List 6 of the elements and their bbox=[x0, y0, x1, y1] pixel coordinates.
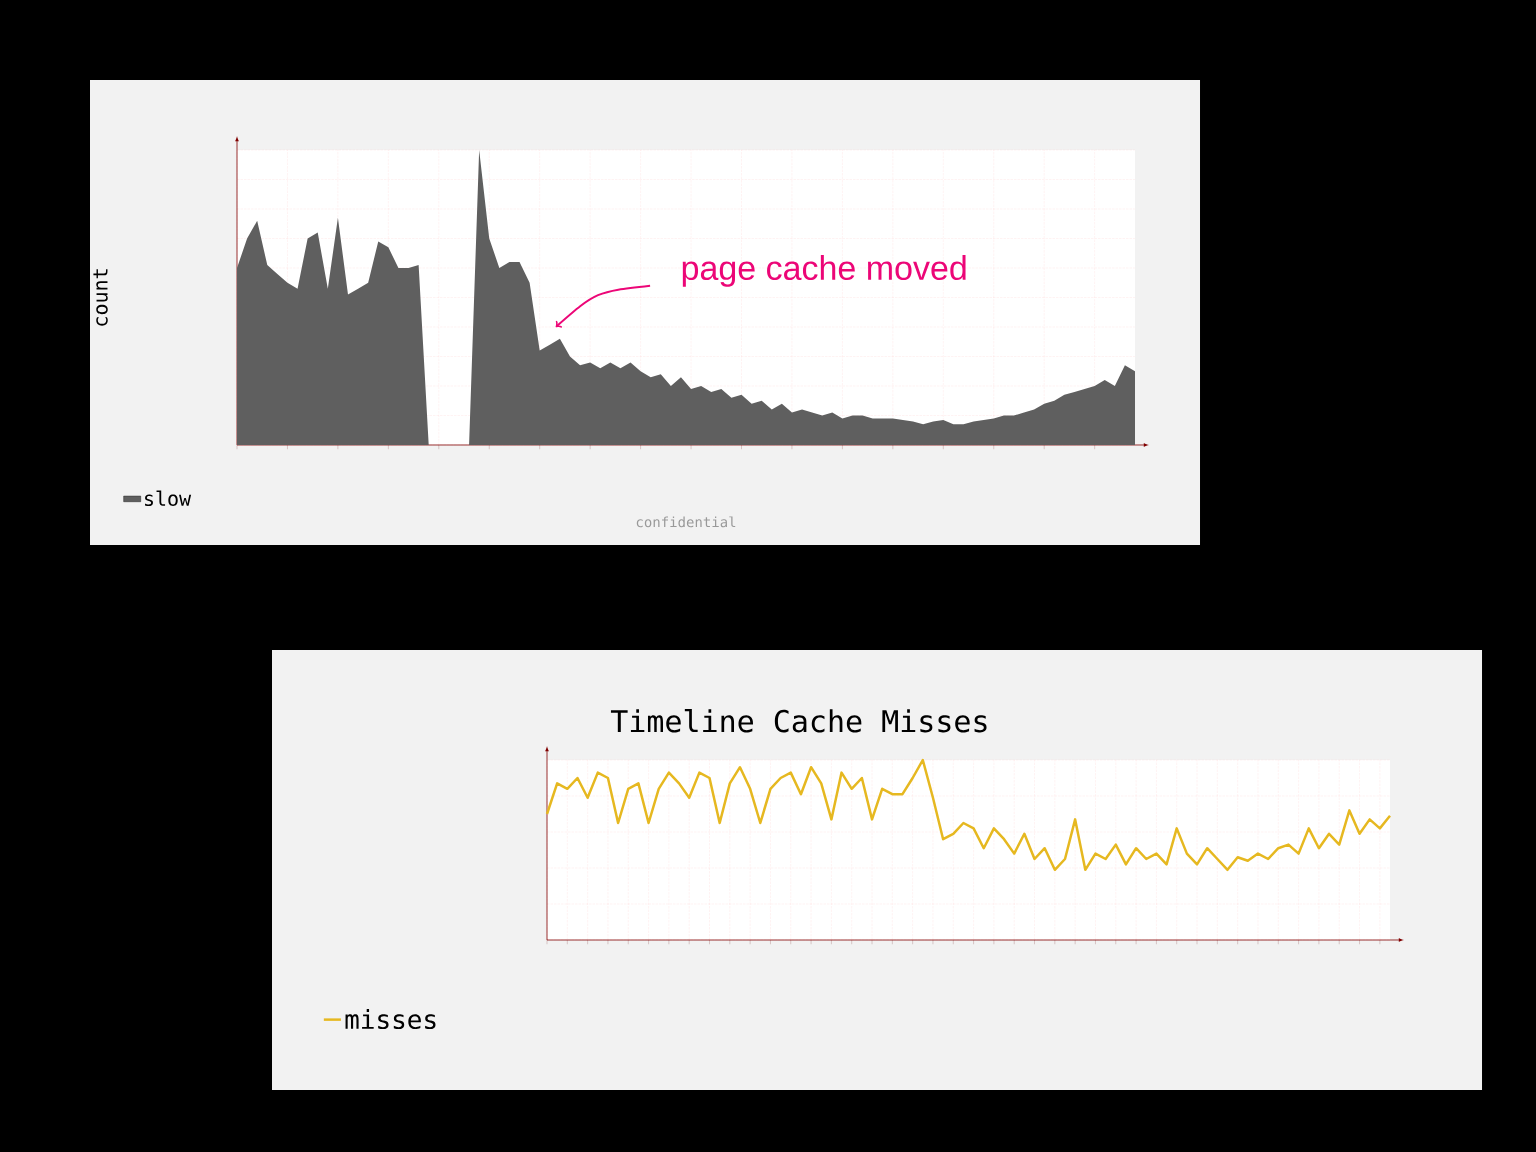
y-axis-title: count bbox=[93, 269, 108, 326]
legend-label: misses bbox=[345, 1008, 436, 1030]
text: confidential bbox=[636, 516, 736, 528]
legend-label: slow bbox=[145, 490, 192, 507]
chart-title: Timeline Cache Misses bbox=[610, 709, 987, 733]
annotation: page cache moved bbox=[682, 255, 966, 287]
